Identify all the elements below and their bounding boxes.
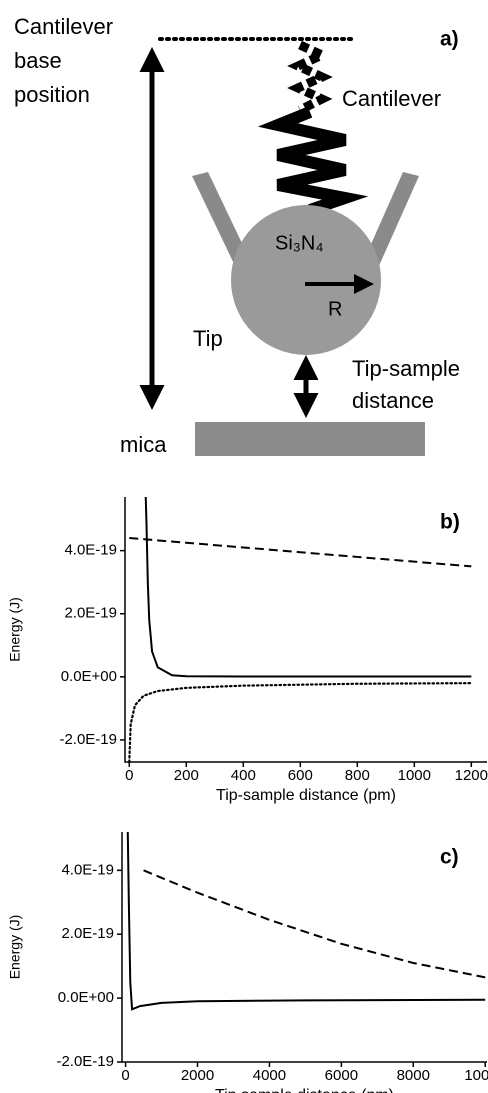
base-label: Cantilever (14, 14, 113, 39)
distance-label: distance (352, 388, 434, 413)
cantilever-label: Cantilever (342, 86, 441, 111)
base-label: position (14, 82, 90, 107)
panel-label: a) (440, 28, 459, 51)
x-tick-label: 200 (174, 767, 199, 784)
x-tick-label: 2000 (181, 1067, 214, 1084)
diagram: Cantilever base position a) Cantilever S… (14, 14, 460, 457)
material-label: Si₃N₄ (275, 232, 324, 254)
y-axis-label: Energy (J) (7, 915, 23, 980)
tip-label: Tip (193, 326, 223, 351)
x-tick-label: 6000 (325, 1067, 358, 1084)
mica-substrate (195, 422, 425, 456)
y-tick-label: -2.0E-19 (56, 1053, 114, 1070)
tip-sphere (231, 205, 381, 355)
substrate-label: mica (120, 432, 167, 457)
y-tick-label: 4.0E-19 (61, 861, 114, 878)
x-tick-label: 8000 (397, 1067, 430, 1084)
x-tick-label: 10000 (464, 1067, 488, 1084)
radius-label: R (328, 298, 342, 320)
x-tick-label: 0 (121, 1067, 129, 1084)
y-tick-label: 0.0E+00 (61, 668, 117, 685)
y-tick-label: 2.0E-19 (61, 925, 114, 942)
cantilever-spring (257, 106, 369, 216)
y-tick-label: -2.0E-19 (59, 731, 117, 748)
x-tick-label: 1200 (455, 767, 488, 784)
cantilever-deflected (287, 40, 333, 115)
x-tick-label: 4000 (253, 1067, 286, 1084)
x-tick-label: 600 (288, 767, 313, 784)
x-tick-label: 0 (125, 767, 133, 784)
y-tick-label: 0.0E+00 (58, 989, 114, 1006)
x-tick-label: 400 (231, 767, 256, 784)
axes (121, 832, 487, 1063)
series-line (126, 832, 486, 1011)
y-tick-label: 4.0E-19 (64, 542, 117, 559)
x-tick-label: 800 (345, 767, 370, 784)
panel-label: b) (440, 511, 460, 534)
tip-arm (364, 172, 419, 268)
series-line (128, 682, 473, 762)
panel-label: c) (440, 846, 459, 869)
series-line (143, 869, 486, 979)
chart: -2.0E-19 0.0E+00 2.0E-19 4.0E-19 0 200 400 600 8… (7, 497, 488, 804)
distance-label: Tip-sample (352, 356, 460, 381)
tip-arm (192, 172, 250, 268)
series-line (129, 537, 472, 568)
base-label: base (14, 48, 62, 73)
x-axis-label: Tip sample distance (pm) (215, 1087, 394, 1093)
y-axis-label: Energy (J) (7, 597, 23, 662)
axes (124, 497, 487, 763)
y-tick-label: 2.0E-19 (64, 605, 117, 622)
chart: -2.0E-19 0.0E+00 2.0E-19 4.0E-19 0 2000 4000 60… (7, 832, 488, 1093)
series-line (144, 497, 472, 678)
x-tick-label: 1000 (398, 767, 431, 784)
x-axis-label: Tip-sample distance (pm) (216, 787, 396, 804)
